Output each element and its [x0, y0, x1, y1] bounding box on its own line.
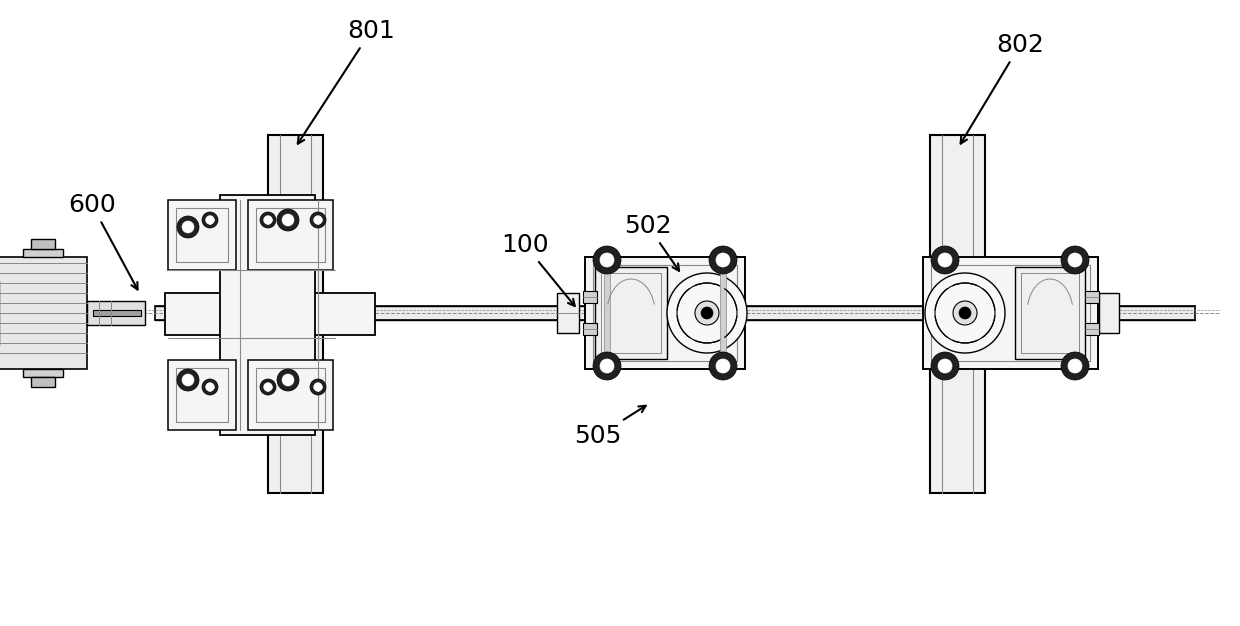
Text: 505: 505: [574, 406, 646, 448]
Circle shape: [694, 301, 719, 325]
Circle shape: [931, 352, 959, 380]
Circle shape: [177, 216, 198, 238]
Bar: [248, 200, 334, 270]
Circle shape: [281, 214, 294, 226]
Circle shape: [937, 253, 952, 267]
Bar: [165, 293, 374, 335]
Circle shape: [715, 359, 730, 373]
Bar: [595, 267, 667, 359]
Bar: [255, 368, 325, 422]
Circle shape: [206, 382, 215, 391]
Circle shape: [182, 221, 193, 233]
Bar: [583, 291, 596, 303]
Bar: [583, 323, 596, 335]
Circle shape: [264, 215, 273, 224]
Circle shape: [260, 379, 277, 395]
Text: 502: 502: [624, 214, 680, 271]
Bar: [31, 239, 55, 249]
Circle shape: [593, 352, 621, 380]
Bar: [155, 306, 1195, 320]
Bar: [176, 208, 228, 262]
Circle shape: [277, 369, 299, 391]
Bar: [593, 265, 737, 361]
Circle shape: [600, 359, 614, 373]
Circle shape: [310, 379, 326, 395]
Circle shape: [937, 359, 952, 373]
Text: 600: 600: [68, 193, 138, 289]
Circle shape: [600, 253, 614, 267]
Circle shape: [260, 212, 277, 228]
Bar: [31, 377, 55, 387]
Bar: [255, 208, 325, 262]
Bar: [557, 293, 579, 333]
Circle shape: [954, 301, 977, 325]
Circle shape: [177, 369, 198, 391]
Bar: [87, 301, 145, 325]
Circle shape: [959, 307, 971, 319]
Circle shape: [182, 374, 193, 386]
Circle shape: [1061, 352, 1089, 380]
Circle shape: [1068, 359, 1083, 373]
Circle shape: [667, 273, 746, 353]
Circle shape: [310, 212, 326, 228]
Bar: [176, 368, 228, 422]
Circle shape: [709, 352, 737, 380]
Bar: [24, 249, 63, 257]
Bar: [1099, 293, 1118, 333]
Bar: [268, 135, 322, 493]
Circle shape: [1068, 253, 1083, 267]
Circle shape: [202, 212, 218, 228]
Bar: [93, 310, 141, 316]
Circle shape: [264, 382, 273, 391]
Text: 801: 801: [298, 19, 394, 144]
Circle shape: [1061, 246, 1089, 274]
Bar: [720, 272, 725, 360]
Bar: [219, 195, 315, 435]
Bar: [923, 257, 1097, 369]
Circle shape: [314, 382, 322, 391]
Text: 802: 802: [961, 33, 1044, 143]
Bar: [601, 273, 661, 353]
Bar: [1085, 323, 1099, 335]
Bar: [585, 257, 745, 369]
Text: 100: 100: [501, 233, 575, 306]
Bar: [1021, 273, 1079, 353]
Circle shape: [593, 246, 621, 274]
Circle shape: [925, 273, 1004, 353]
Bar: [931, 265, 1090, 361]
Bar: [1085, 291, 1099, 303]
Circle shape: [202, 379, 218, 395]
Circle shape: [715, 253, 730, 267]
Circle shape: [931, 246, 959, 274]
Circle shape: [314, 215, 322, 224]
Bar: [248, 360, 334, 430]
Bar: [930, 135, 985, 493]
Bar: [604, 272, 610, 360]
Circle shape: [281, 374, 294, 386]
Circle shape: [701, 307, 713, 319]
Circle shape: [206, 215, 215, 224]
Bar: [167, 360, 236, 430]
Circle shape: [277, 209, 299, 231]
Circle shape: [709, 246, 737, 274]
Bar: [24, 369, 63, 377]
Bar: [167, 200, 236, 270]
Bar: [1016, 267, 1085, 359]
Bar: [0, 257, 87, 369]
